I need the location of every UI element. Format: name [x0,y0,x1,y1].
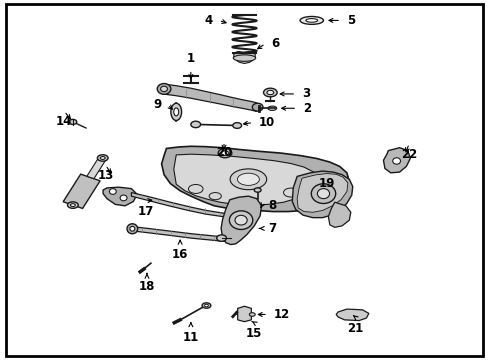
Text: 8: 8 [267,199,276,212]
Text: 22: 22 [400,148,417,161]
Text: 16: 16 [172,248,188,261]
Text: 20: 20 [216,146,232,159]
Ellipse shape [392,158,400,164]
Ellipse shape [230,169,266,190]
Ellipse shape [235,215,246,225]
Ellipse shape [69,120,77,125]
Ellipse shape [254,188,261,192]
Ellipse shape [97,155,108,161]
Text: 7: 7 [267,222,275,235]
Ellipse shape [317,189,329,199]
Ellipse shape [130,226,135,231]
Text: 5: 5 [346,14,354,27]
Ellipse shape [202,303,210,308]
Ellipse shape [221,151,228,156]
Polygon shape [161,146,348,212]
Ellipse shape [188,184,203,193]
Ellipse shape [218,148,231,158]
Ellipse shape [304,180,316,188]
Text: 2: 2 [303,102,310,115]
Text: 14: 14 [56,116,72,129]
Text: 1: 1 [186,52,195,65]
Polygon shape [383,148,409,173]
Ellipse shape [70,204,75,207]
Polygon shape [292,171,352,218]
Ellipse shape [305,19,317,22]
Ellipse shape [190,121,200,128]
Polygon shape [328,202,350,227]
Polygon shape [297,174,347,212]
Ellipse shape [263,88,277,97]
Ellipse shape [67,202,78,208]
Ellipse shape [127,224,138,234]
Ellipse shape [204,304,208,307]
Ellipse shape [232,123,241,129]
Polygon shape [237,306,251,321]
Polygon shape [221,196,261,244]
Ellipse shape [266,90,273,95]
Polygon shape [103,187,137,206]
Ellipse shape [233,55,255,61]
Ellipse shape [311,184,335,203]
Text: 19: 19 [318,177,334,190]
Polygon shape [162,84,256,112]
Ellipse shape [249,313,255,316]
Polygon shape [233,51,255,63]
Text: 6: 6 [271,37,279,50]
Ellipse shape [173,108,178,116]
Ellipse shape [157,84,170,94]
Polygon shape [63,174,100,208]
Ellipse shape [100,157,105,159]
Text: 4: 4 [204,14,212,27]
Polygon shape [131,193,236,219]
Text: 11: 11 [183,330,199,343]
Polygon shape [132,226,228,242]
Polygon shape [173,154,320,205]
Text: 21: 21 [347,321,363,335]
Polygon shape [335,309,368,320]
Text: 18: 18 [139,280,155,293]
Ellipse shape [170,103,181,121]
Ellipse shape [237,173,259,185]
Text: 12: 12 [273,308,289,321]
Text: 17: 17 [138,205,154,218]
Text: 3: 3 [302,87,309,100]
Text: 13: 13 [97,169,113,182]
Ellipse shape [229,211,252,229]
Ellipse shape [300,17,323,24]
Ellipse shape [267,106,276,111]
Ellipse shape [283,188,298,197]
Text: 15: 15 [245,327,262,340]
Ellipse shape [209,193,221,200]
Ellipse shape [160,86,167,91]
Text: 10: 10 [259,116,275,129]
Ellipse shape [109,189,116,194]
Ellipse shape [120,195,127,201]
Polygon shape [87,157,106,179]
Text: 9: 9 [153,98,161,111]
Ellipse shape [216,235,226,241]
Ellipse shape [252,103,263,111]
